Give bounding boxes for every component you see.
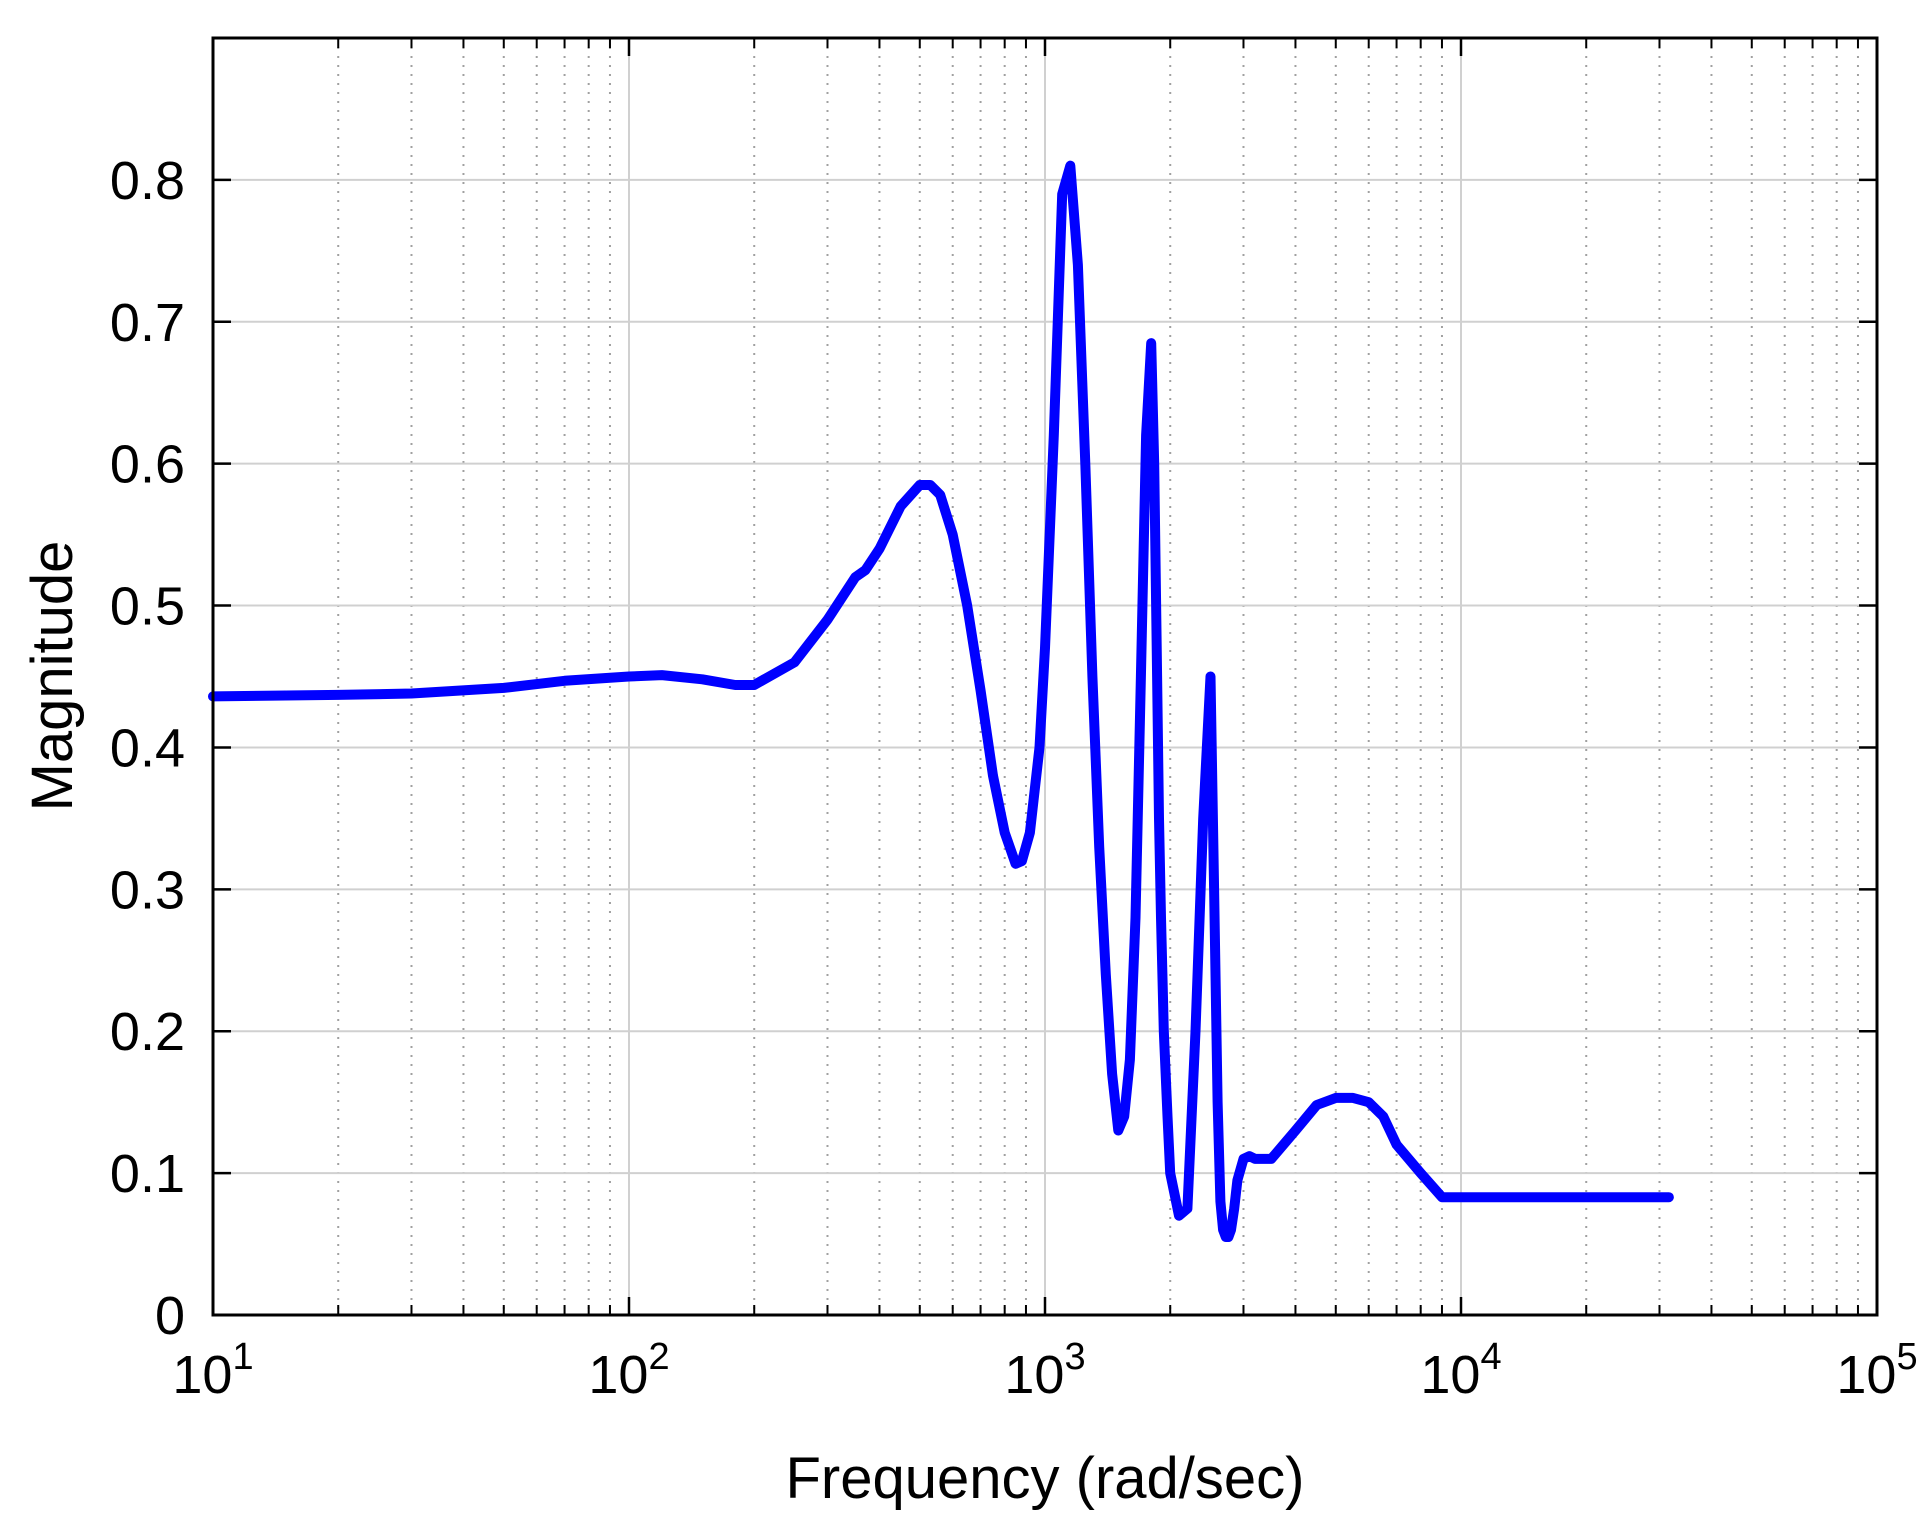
y-tick-label: 0.7 <box>110 293 185 353</box>
y-tick-label: 0 <box>155 1286 185 1346</box>
y-tick-label: 0.3 <box>110 860 185 920</box>
x-tick-label: 103 <box>1004 1336 1085 1405</box>
y-axis-title: Magnitude <box>20 541 85 812</box>
magnitude-series-line <box>208 160 1674 1242</box>
x-axis-title: Frequency (rad/sec) <box>786 1446 1305 1511</box>
tick-marks <box>211 38 1879 1317</box>
y-tick-label: 0.8 <box>110 151 185 211</box>
x-tick-label: 102 <box>588 1336 669 1405</box>
y-tick-label: 0.2 <box>110 1002 185 1062</box>
y-tick-label: 0.6 <box>110 435 185 495</box>
series-layer <box>208 160 1674 1242</box>
y-tick-labels: 0 0.1 0.2 0.3 0.4 0.5 0.6 0.7 0.8 <box>110 151 185 1346</box>
x-tick-label: 105 <box>1836 1336 1917 1405</box>
x-tick-label: 104 <box>1420 1336 1501 1405</box>
y-tick-label: 0.1 <box>110 1144 185 1204</box>
x-tick-label: 101 <box>172 1336 253 1405</box>
y-tick-label: 0.4 <box>110 718 185 778</box>
x-tick-labels: 101 102 103 104 105 <box>172 1336 1917 1405</box>
y-tick-label: 0.5 <box>110 577 185 637</box>
